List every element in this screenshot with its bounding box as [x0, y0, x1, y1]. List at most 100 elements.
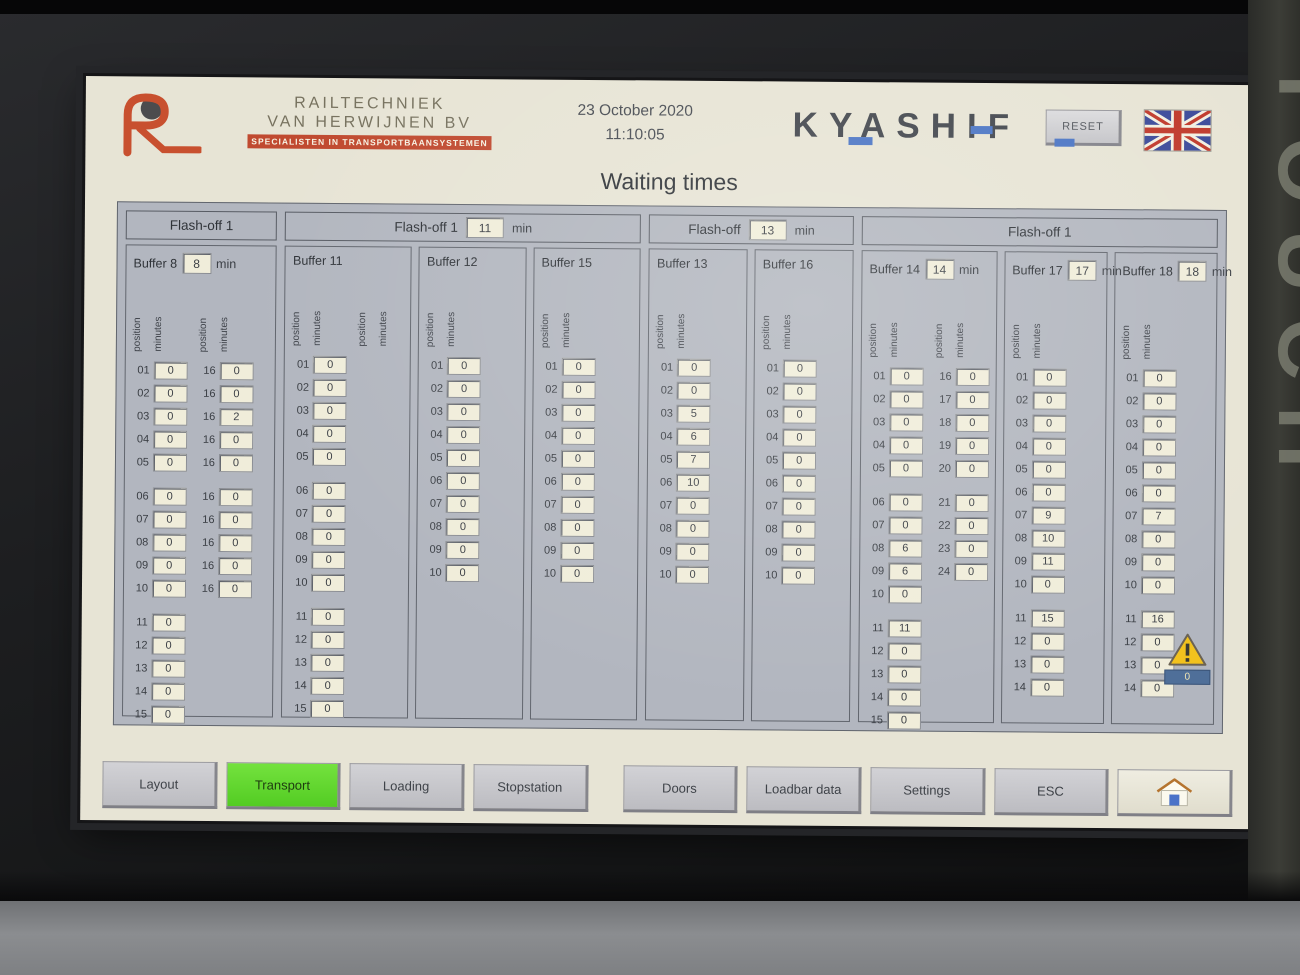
- waiting-minutes-value[interactable]: 0: [151, 682, 186, 701]
- nav-button-transport[interactable]: Transport: [225, 762, 341, 811]
- waiting-minutes-value[interactable]: 0: [1142, 392, 1177, 411]
- waiting-minutes-value[interactable]: 0: [446, 471, 481, 491]
- waiting-minutes-value[interactable]: 0: [889, 367, 924, 386]
- nav-button-esc[interactable]: ESC: [993, 768, 1109, 817]
- waiting-minutes-value[interactable]: 0: [955, 390, 990, 410]
- waiting-minutes-value[interactable]: 0: [1032, 391, 1067, 410]
- alarm-indicator[interactable]: 0: [1164, 632, 1211, 685]
- waiting-minutes-value[interactable]: 0: [218, 557, 253, 576]
- waiting-minutes-value[interactable]: 0: [561, 380, 596, 400]
- waiting-minutes-value[interactable]: 0: [954, 539, 989, 559]
- waiting-minutes-value[interactable]: 6: [888, 562, 923, 581]
- waiting-minutes-value[interactable]: 0: [560, 449, 596, 469]
- waiting-minutes-value[interactable]: 0: [446, 402, 481, 422]
- nav-button-doors[interactable]: Doors: [622, 765, 738, 814]
- waiting-minutes-value[interactable]: 0: [446, 425, 481, 445]
- waiting-minutes-value[interactable]: 0: [781, 543, 816, 562]
- waiting-minutes-value[interactable]: 10: [676, 473, 711, 492]
- waiting-minutes-value[interactable]: 0: [153, 430, 188, 449]
- waiting-minutes-value[interactable]: 0: [151, 659, 186, 678]
- waiting-minutes-value[interactable]: 0: [954, 493, 989, 513]
- waiting-minutes-value[interactable]: 0: [955, 413, 990, 433]
- waiting-minutes-value[interactable]: 2: [219, 408, 254, 427]
- waiting-minutes-value[interactable]: 10: [1031, 529, 1066, 548]
- waiting-minutes-value[interactable]: 0: [152, 510, 187, 529]
- waiting-minutes-value[interactable]: 0: [310, 699, 345, 719]
- waiting-minutes-value[interactable]: 5: [676, 404, 711, 423]
- waiting-minutes-value[interactable]: 0: [561, 426, 596, 446]
- waiting-minutes-value[interactable]: 0: [887, 585, 923, 604]
- waiting-minutes-value[interactable]: 0: [310, 653, 345, 673]
- waiting-minutes-value[interactable]: 0: [153, 384, 188, 403]
- waiting-minutes-value[interactable]: 0: [561, 403, 596, 423]
- waiting-minutes-value[interactable]: 0: [446, 448, 481, 468]
- waiting-minutes-value[interactable]: 0: [446, 494, 481, 514]
- waiting-minutes-value[interactable]: 0: [311, 573, 346, 593]
- waiting-minutes-value[interactable]: 0: [218, 534, 253, 553]
- waiting-minutes-value[interactable]: 0: [887, 665, 922, 684]
- buffer-minutes-input[interactable]: 14: [924, 258, 955, 280]
- waiting-minutes-value[interactable]: 6: [676, 427, 711, 446]
- waiting-minutes-value[interactable]: 0: [1141, 553, 1176, 572]
- waiting-minutes-value[interactable]: 0: [781, 520, 816, 539]
- waiting-minutes-value[interactable]: 0: [312, 447, 347, 467]
- waiting-minutes-value[interactable]: 0: [151, 579, 187, 598]
- waiting-minutes-value[interactable]: 0: [1141, 484, 1176, 503]
- buffer-minutes-input[interactable]: 18: [1177, 260, 1207, 282]
- waiting-minutes-value[interactable]: 0: [447, 356, 482, 376]
- waiting-minutes-value[interactable]: 0: [152, 487, 187, 506]
- waiting-minutes-value[interactable]: 0: [676, 381, 712, 400]
- waiting-minutes-value[interactable]: 0: [311, 504, 347, 524]
- waiting-minutes-value[interactable]: 0: [560, 564, 595, 584]
- waiting-minutes-value[interactable]: 0: [151, 613, 186, 632]
- waiting-minutes-value[interactable]: 0: [560, 472, 595, 492]
- waiting-minutes-value[interactable]: 0: [1031, 483, 1066, 502]
- nav-button-loading[interactable]: Loading: [349, 763, 465, 811]
- waiting-minutes-value[interactable]: 0: [445, 540, 480, 560]
- waiting-minutes-value[interactable]: 0: [560, 495, 595, 515]
- uk-flag-icon[interactable]: [1143, 109, 1213, 152]
- waiting-minutes-value[interactable]: 7: [676, 450, 711, 469]
- waiting-minutes-value[interactable]: 0: [217, 580, 253, 599]
- waiting-minutes-value[interactable]: 0: [560, 518, 595, 538]
- waiting-minutes-value[interactable]: 0: [677, 358, 712, 377]
- waiting-minutes-value[interactable]: 0: [311, 527, 346, 547]
- flash-off-minutes-input[interactable]: 11: [465, 216, 505, 239]
- waiting-minutes-value[interactable]: 15: [1030, 609, 1065, 628]
- waiting-minutes-value[interactable]: 0: [1141, 530, 1176, 549]
- nav-button-settings[interactable]: Settings: [870, 767, 986, 816]
- waiting-minutes-value[interactable]: 0: [782, 405, 817, 424]
- waiting-minutes-value[interactable]: 0: [152, 556, 187, 575]
- waiting-minutes-value[interactable]: 0: [1032, 368, 1067, 387]
- waiting-minutes-value[interactable]: 0: [561, 357, 596, 377]
- waiting-minutes-value[interactable]: 0: [152, 533, 187, 552]
- waiting-minutes-value[interactable]: 0: [446, 379, 482, 399]
- nav-button-loadbar-data[interactable]: Loadbar data: [746, 766, 862, 815]
- waiting-minutes-value[interactable]: 0: [1142, 415, 1177, 434]
- waiting-minutes-value[interactable]: 0: [782, 451, 817, 470]
- waiting-minutes-value[interactable]: 0: [219, 385, 254, 404]
- waiting-minutes-value[interactable]: 0: [312, 424, 347, 444]
- waiting-minutes-value[interactable]: 0: [888, 493, 923, 512]
- waiting-minutes-value[interactable]: 0: [311, 607, 346, 627]
- waiting-minutes-value[interactable]: 0: [1031, 414, 1067, 433]
- waiting-minutes-value[interactable]: 0: [676, 496, 711, 515]
- waiting-minutes-value[interactable]: 0: [1141, 438, 1177, 457]
- waiting-minutes-value[interactable]: 0: [954, 459, 990, 479]
- waiting-minutes-value[interactable]: 0: [1031, 437, 1066, 456]
- waiting-minutes-value[interactable]: 0: [445, 563, 480, 583]
- waiting-minutes-value[interactable]: 0: [312, 401, 347, 421]
- waiting-minutes-value[interactable]: 0: [782, 428, 817, 447]
- waiting-minutes-value[interactable]: 0: [1031, 460, 1066, 479]
- waiting-minutes-value[interactable]: 0: [955, 367, 990, 387]
- waiting-minutes-value[interactable]: 0: [1140, 576, 1175, 595]
- waiting-minutes-value[interactable]: 0: [781, 497, 816, 516]
- waiting-minutes-value[interactable]: 0: [954, 516, 989, 536]
- waiting-minutes-value[interactable]: 0: [218, 488, 253, 507]
- waiting-minutes-value[interactable]: 0: [889, 413, 924, 432]
- waiting-minutes-value[interactable]: 0: [954, 562, 989, 582]
- waiting-minutes-value[interactable]: 0: [675, 565, 710, 584]
- waiting-minutes-value[interactable]: 0: [1141, 461, 1176, 480]
- waiting-minutes-value[interactable]: 0: [1029, 678, 1065, 697]
- waiting-minutes-value[interactable]: 7: [1141, 507, 1176, 526]
